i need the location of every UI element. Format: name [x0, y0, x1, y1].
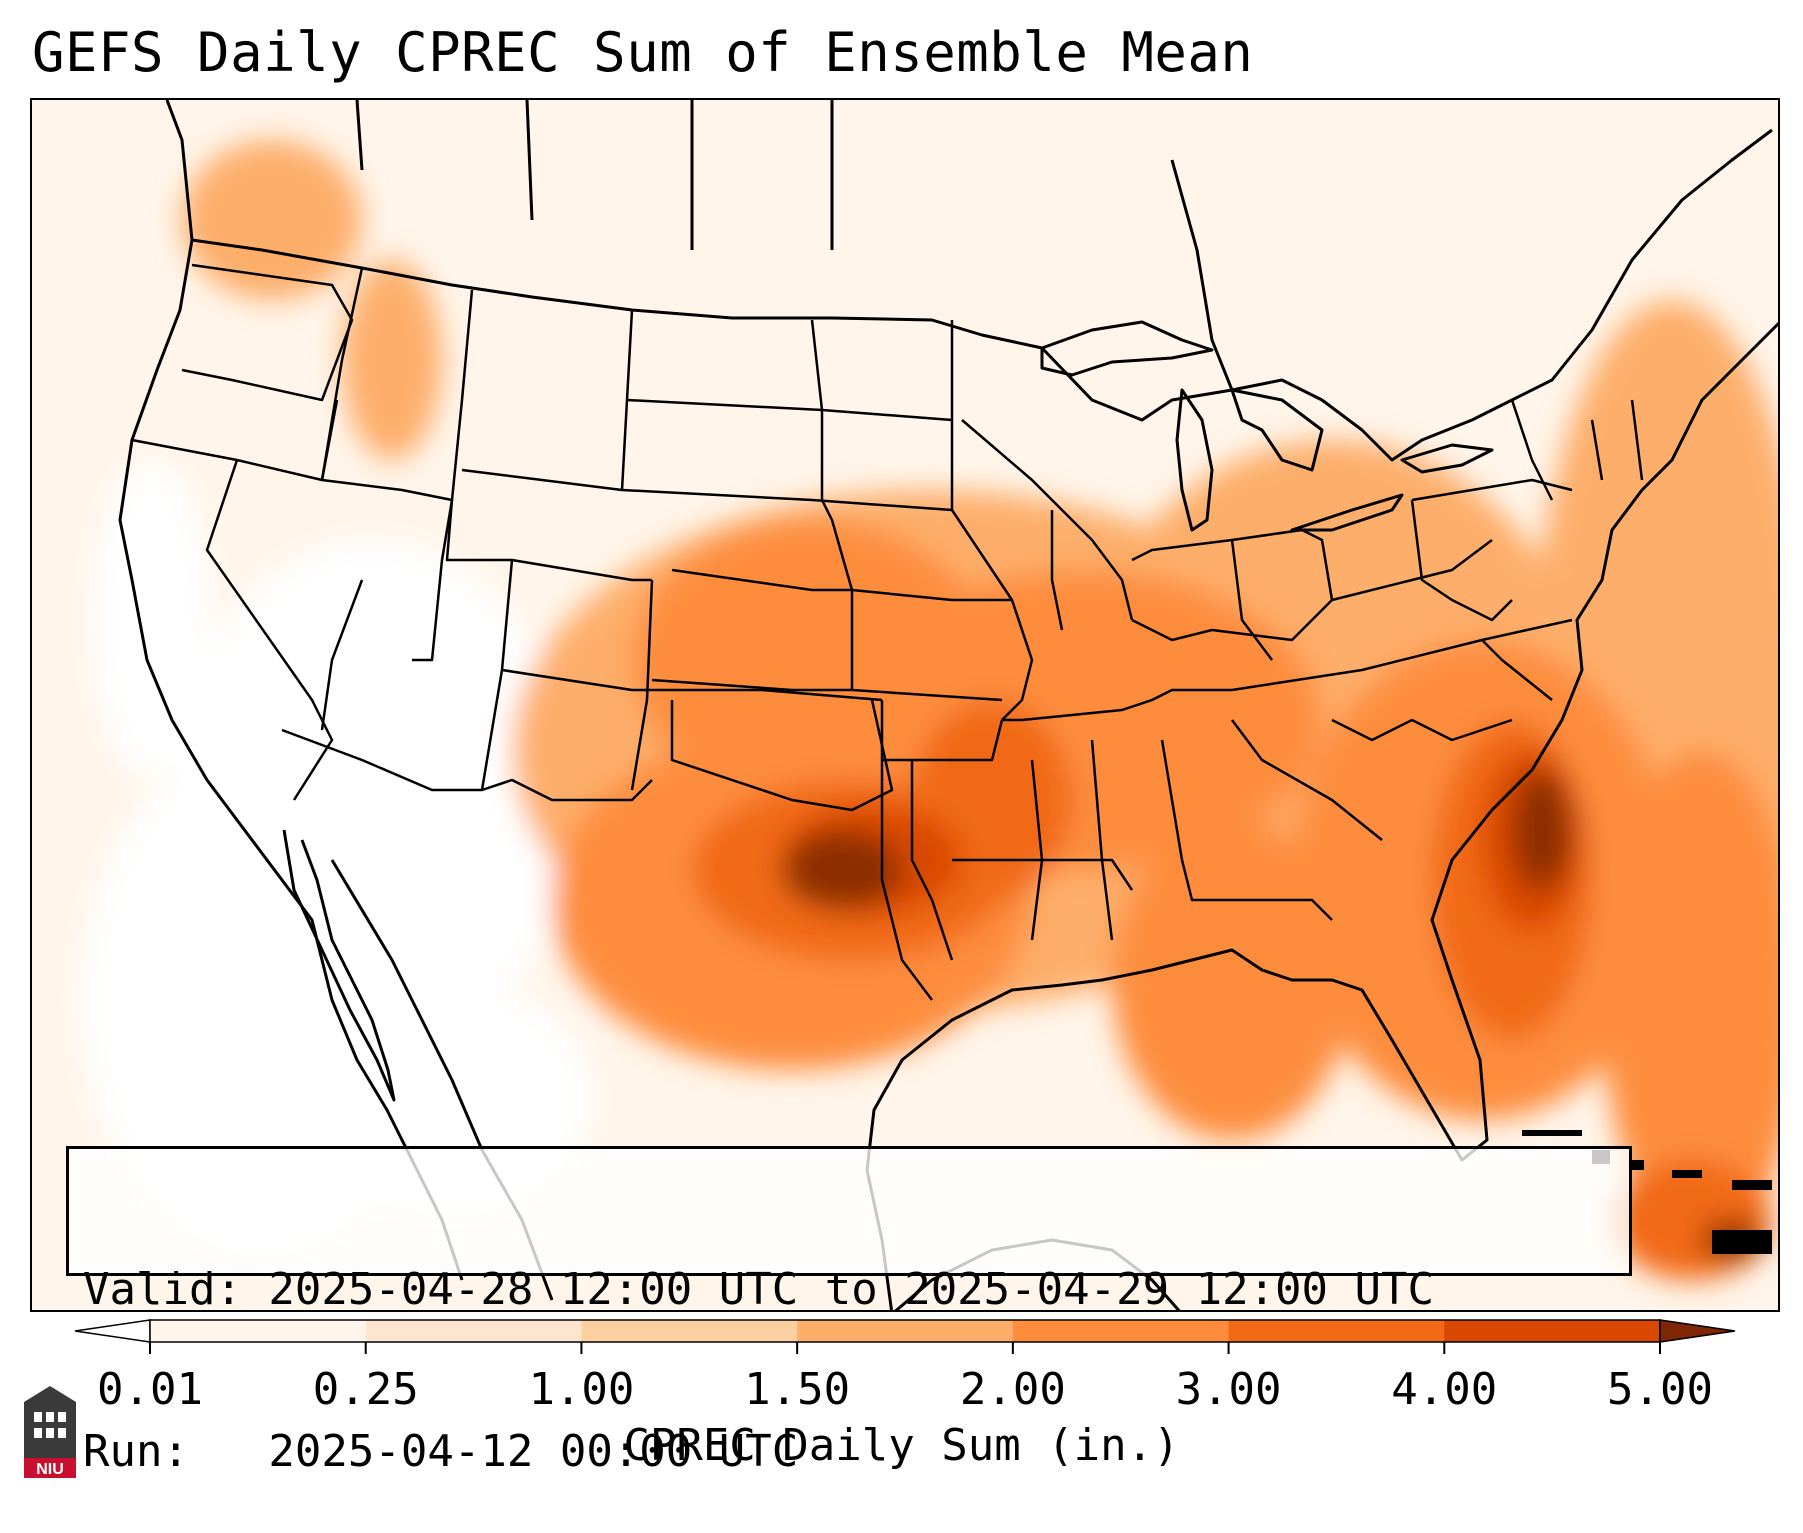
colorbar-tick-label: 2.00	[960, 1364, 1066, 1410]
colorbar-frame	[149, 1319, 1661, 1343]
colorbar-under-extend	[74, 1319, 151, 1343]
lake-huron	[1230, 388, 1324, 472]
precip-region	[782, 830, 902, 910]
precip-region	[342, 260, 442, 460]
precip-region	[1512, 770, 1572, 890]
colorbar-tick-label: 4.00	[1391, 1364, 1497, 1410]
colorbar-segment	[150, 1320, 367, 1342]
colorbar-tick-label: 1.50	[744, 1364, 850, 1410]
colorbar: 0.01 0.25 1.00 1.50 2.00 3.00 4.00 5.00	[74, 1319, 1736, 1410]
precip-region	[1602, 750, 1778, 1250]
colorbar-segment	[581, 1320, 798, 1342]
lake-michigan	[1175, 388, 1214, 532]
colorbar-segments	[74, 1319, 1736, 1343]
map-title: GEFS Daily CPREC Sum of Ensemble Mean	[32, 21, 1254, 84]
lake-superior	[1040, 320, 1214, 377]
colorbar-ticks: 0.01 0.25 1.00 1.50 2.00 3.00 4.00 5.00	[97, 1342, 1713, 1410]
colorbar-tick-label: 0.01	[97, 1364, 203, 1410]
colorbar-segment	[1012, 1320, 1230, 1342]
canada-province-borders	[355, 100, 1234, 391]
colorbar-segment	[1444, 1320, 1661, 1342]
run-time-text: Run: 2025-04-12 00:00 UTC	[83, 1426, 799, 1477]
colorbar-label: CPREC Daily Sum (in.)	[623, 1420, 1180, 1471]
colorbar-tick-label: 3.00	[1176, 1364, 1282, 1410]
colorbar-segment	[797, 1320, 1014, 1342]
baja-peninsula	[282, 829, 396, 1102]
colorbar-segment	[365, 1320, 582, 1342]
colorbar-segment	[1228, 1320, 1445, 1342]
map-canvas	[82, 100, 1778, 1310]
colorbar-tick-label: 1.00	[528, 1364, 634, 1410]
svg-text:NIU: NIU	[36, 1461, 64, 1478]
precipitation-field	[82, 140, 1778, 1280]
colorbar-over-extend	[1659, 1319, 1736, 1343]
niu-logo-icon: NIU	[24, 1386, 76, 1478]
great-lakes-border	[1040, 128, 1773, 462]
lake-erie	[1290, 493, 1404, 532]
precipitation-map	[30, 98, 1780, 1312]
pacific-coastline	[118, 100, 464, 1281]
gulf-coastline	[865, 321, 1778, 1310]
lake-ontario	[1400, 443, 1494, 474]
colorbar-tick-label: 0.25	[313, 1364, 419, 1410]
valid-run-info-box: Valid: 2025-04-28 12:00 UTC to 2025-04-2…	[66, 1146, 1632, 1477]
valid-time-text: Valid: 2025-04-28 12:00 UTC to 2025-04-2…	[83, 1264, 1435, 1315]
dry-region	[92, 460, 212, 780]
state-borders	[131, 263, 1644, 1001]
colorbar-tick-label: 5.00	[1607, 1364, 1713, 1410]
